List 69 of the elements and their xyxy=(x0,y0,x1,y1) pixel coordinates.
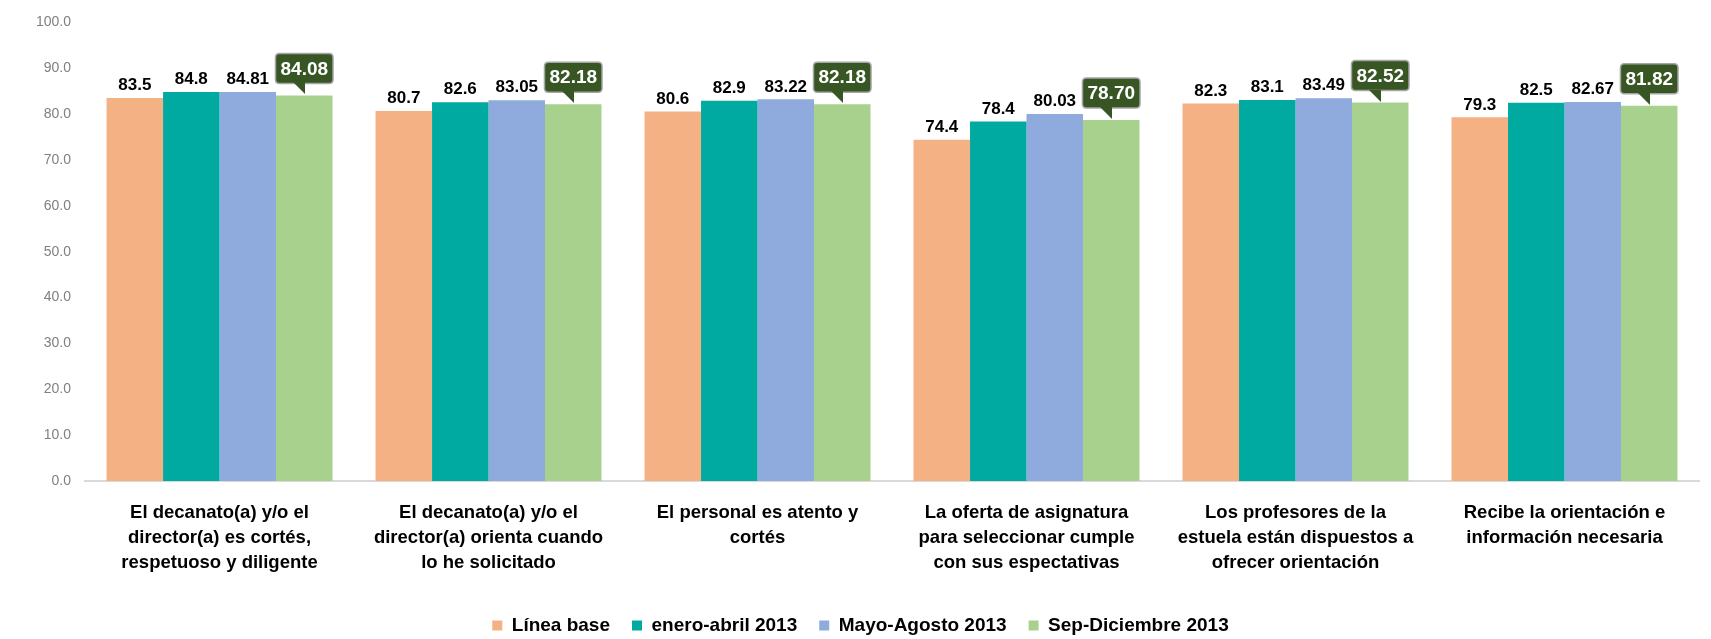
data-label: 80.6 xyxy=(656,88,690,108)
legend-label: Línea base xyxy=(511,613,611,635)
y-tick-label: 70.0 xyxy=(43,150,72,167)
data-label: 84.08 xyxy=(280,57,329,79)
data-label: 82.6 xyxy=(443,79,477,99)
y-tick-label: 0.0 xyxy=(51,471,72,488)
y-tick-label: 60.0 xyxy=(43,196,72,213)
legend-label: Mayo-Agosto 2013 xyxy=(838,613,1007,635)
bar xyxy=(276,95,333,482)
bar xyxy=(1182,103,1240,482)
bar xyxy=(1026,114,1083,482)
data-label: 82.52 xyxy=(1356,64,1405,86)
x-tick-label: Los profesores de la estuela están dispuestos a ofrecer orientación xyxy=(1177,500,1414,572)
bar xyxy=(1451,117,1509,482)
x-tick-label: El decanato(a) y/o el director(a) es cortés, respetuoso y diligente xyxy=(121,500,318,572)
x-tick-label: Recibe la orientación e información necesaria xyxy=(1463,500,1666,547)
bar xyxy=(219,92,277,482)
bar xyxy=(1239,99,1296,482)
bar xyxy=(1620,105,1678,482)
legend-label: enero-abril 2013 xyxy=(651,613,798,635)
bar xyxy=(488,100,546,482)
data-label: 83.5 xyxy=(118,75,152,95)
y-tick-label: 10.0 xyxy=(43,426,72,443)
bar xyxy=(1295,98,1352,482)
bar xyxy=(432,102,489,482)
y-tick-label: 40.0 xyxy=(43,288,72,305)
bar xyxy=(814,104,871,482)
data-label: 81.82 xyxy=(1625,68,1674,90)
data-label: 80.03 xyxy=(1033,91,1077,111)
data-label: 79.3 xyxy=(1463,94,1497,114)
x-tick-label: El personal es atento y cortés xyxy=(656,500,859,547)
bar xyxy=(757,99,815,482)
bar xyxy=(913,139,971,482)
bar xyxy=(545,104,602,482)
bar xyxy=(701,100,758,482)
data-label: 83.22 xyxy=(764,76,808,96)
y-tick-label: 100.0 xyxy=(35,13,72,30)
y-tick-label: 20.0 xyxy=(43,380,72,397)
data-label: 82.18 xyxy=(818,66,867,88)
y-tick-label: 30.0 xyxy=(43,334,72,351)
data-label: 82.67 xyxy=(1571,79,1615,99)
data-label: 84.8 xyxy=(174,69,208,89)
data-label: 84.81 xyxy=(226,69,270,89)
data-label: 80.7 xyxy=(387,88,421,108)
data-label: 74.4 xyxy=(925,117,959,137)
x-tick-label: La oferta de asignatura para seleccionar cumple con sus espectativas xyxy=(918,500,1135,572)
bar xyxy=(1564,101,1621,482)
data-label: 82.5 xyxy=(1519,79,1553,99)
bar xyxy=(106,98,164,482)
data-label: 82.3 xyxy=(1194,80,1228,100)
y-tick-label: 80.0 xyxy=(43,104,72,121)
bar xyxy=(1083,120,1140,482)
data-label: 83.1 xyxy=(1250,77,1284,97)
data-label: 82.9 xyxy=(712,78,746,98)
bar xyxy=(1508,102,1565,482)
bar xyxy=(644,111,702,482)
data-label: 83.05 xyxy=(495,77,539,97)
data-label: 78.70 xyxy=(1087,82,1136,104)
legend-label: Sep-Diciembre 2013 xyxy=(1048,613,1229,635)
y-tick-label: 90.0 xyxy=(43,59,72,76)
data-label: 82.18 xyxy=(549,66,598,88)
x-tick-label: El decanato(a) y/o el director(a) orienta cuando lo he solicitado xyxy=(373,500,604,572)
data-label: 83.49 xyxy=(1302,75,1346,95)
y-tick-label: 50.0 xyxy=(43,242,72,259)
bar xyxy=(1352,102,1409,482)
bar xyxy=(970,121,1027,482)
bar xyxy=(375,110,433,482)
bar xyxy=(163,92,220,482)
data-label: 78.4 xyxy=(981,98,1016,118)
